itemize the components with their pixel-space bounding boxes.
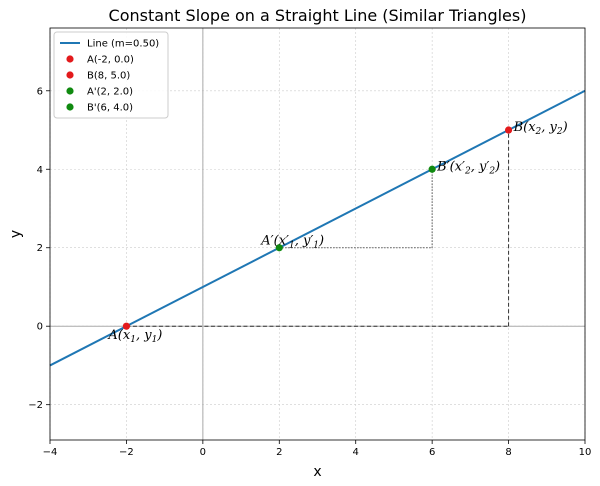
legend-swatch-point [66,71,74,79]
x-tick-label: 6 [429,447,435,458]
y-tick-label: 4 [37,165,43,176]
data-points [122,126,513,330]
chart-title: Constant Slope on a Straight Line (Simil… [109,6,527,25]
annotation-B_prime: B′(x′2, y′2) [436,159,500,176]
data-point-1 [504,126,513,134]
legend-swatch-point [66,55,74,63]
x-tick-label: −2 [119,447,134,458]
x-tick-label: −4 [43,447,58,458]
legend-label: A'(2, 2.0) [87,87,133,98]
series-line [49,89,586,367]
y-tick-label: 0 [37,322,43,333]
y-axis-label: y [8,230,24,238]
legend-label: A(-2, 0.0) [87,55,134,66]
x-tick-label: 4 [353,447,359,458]
point-annotations: A(x1, y1) B(x2, y2) A′(x′1, y′1) B′(x′2, y′… [107,120,567,345]
annotation-A: A(x1, y1) [107,328,162,345]
x-tick-label: 8 [505,447,511,458]
x-axis-label: x [313,464,321,480]
legend-label: B(8, 5.0) [87,71,130,82]
y-ticks: −2 0 2 4 6 [28,86,50,411]
x-ticks: −4 −2 0 2 4 6 8 10 [43,440,592,458]
x-tick-label: 0 [200,447,206,458]
data-point-0 [122,322,131,330]
legend: Line (m=0.50) A(-2, 0.0) B(8, 5.0) A'(2, 2.… [53,31,169,119]
y-tick-label: 6 [37,86,43,97]
series-line-path [49,89,586,367]
legend-swatch-point [66,87,74,95]
annotation-B: B(x2, y2) [513,120,568,137]
plot-frame [49,27,586,441]
annotation-A_prime: A′(x′1, y′1) [260,234,324,251]
similar-triangles [126,130,510,327]
y-tick-label: −2 [28,400,43,411]
legend-label: Line (m=0.50) [87,39,159,50]
x-tick-label: 10 [579,447,592,458]
legend-swatch-point [66,103,74,111]
legend-label: B'(6, 4.0) [87,103,133,114]
data-point-2 [275,244,283,252]
x-tick-label: 2 [276,447,282,458]
y-tick-label: 2 [37,243,43,254]
data-point-3 [428,165,436,173]
legend-box [53,31,169,119]
